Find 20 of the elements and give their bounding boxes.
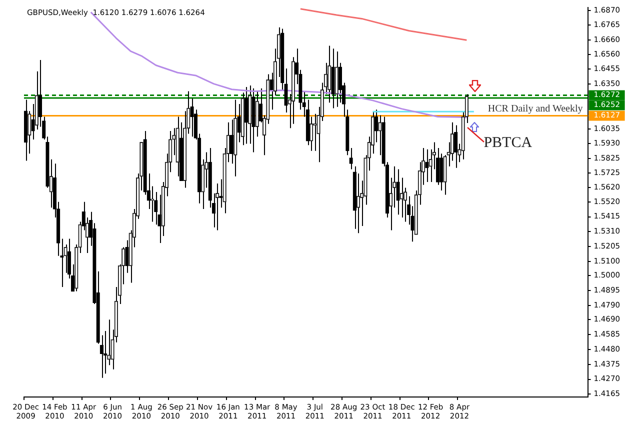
candlestick [270,72,274,110]
candlestick [374,109,378,143]
annotation: HCR Daily and Weekly [488,103,583,114]
candlestick [425,148,429,183]
candlestick [313,113,317,152]
candlestick [400,177,404,218]
annotation: PBTCA [484,134,532,151]
candlestick [396,168,400,216]
candlestick [28,110,32,154]
candlestick [219,178,223,208]
candlestick [356,173,360,234]
candlestick [31,103,35,140]
candlestick [349,147,353,170]
candlestick [440,153,444,192]
candlestick [454,124,458,168]
candlestick [244,86,248,144]
candlestick [158,194,162,244]
candlestick [103,330,108,374]
candlestick [428,148,432,183]
candlestick [216,182,220,231]
